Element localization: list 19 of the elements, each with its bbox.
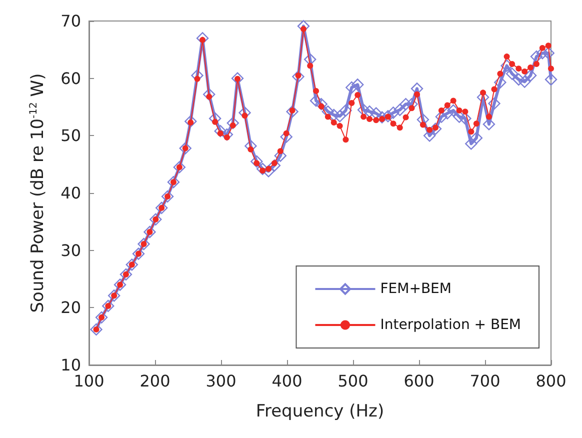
- y-axis-title: Sound Power (dB re 10-12 W): [28, 73, 48, 313]
- x-tick-label: 600: [404, 372, 434, 390]
- x-tick-label: 100: [74, 372, 104, 390]
- y-tick-label: 50: [60, 126, 81, 146]
- y-tick-label: 30: [60, 240, 81, 260]
- x-tick-label: 800: [536, 372, 566, 390]
- legend-label: FEM+BEM: [380, 281, 452, 297]
- x-tick-label: 300: [206, 372, 236, 390]
- x-tick-label: 700: [470, 372, 500, 390]
- x-tick-label: 200: [140, 372, 170, 390]
- x-axis-title: Frequency (Hz): [256, 402, 384, 422]
- y-tick-label: 70: [60, 12, 81, 30]
- y-tick-label: 10: [60, 356, 81, 374]
- y-tick-label: 40: [60, 184, 81, 202]
- y-tick-label: 60: [60, 68, 81, 88]
- x-tick-label: 500: [338, 372, 368, 390]
- x-tick-label: 400: [272, 372, 302, 390]
- y-tick-label: 20: [60, 298, 81, 318]
- legend-label: Interpolation + BEM: [380, 317, 522, 333]
